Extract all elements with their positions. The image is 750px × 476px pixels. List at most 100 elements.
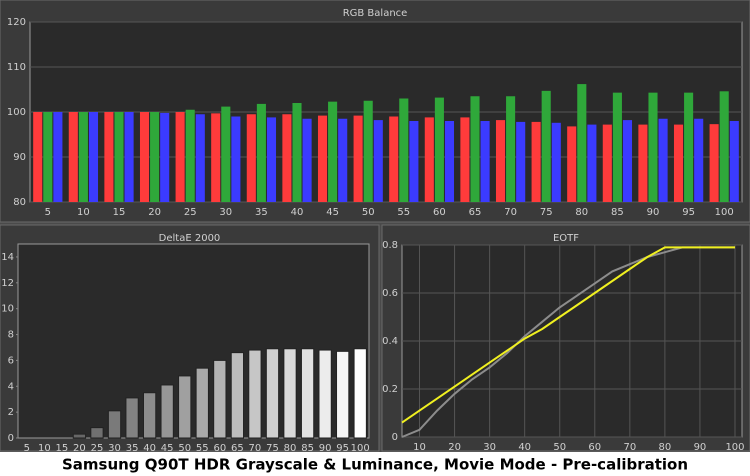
bar: [33, 112, 43, 202]
x-tick-label: 30: [483, 442, 496, 453]
y-tick-label: 12: [1, 278, 14, 289]
bar: [231, 116, 241, 202]
bar: [88, 112, 99, 202]
y-tick-label: 90: [13, 152, 26, 163]
bar: [318, 349, 332, 439]
bar: [53, 112, 63, 202]
x-tick-label: 50: [553, 442, 566, 453]
x-tick-label: 10: [38, 443, 51, 454]
bar: [409, 121, 419, 202]
bar: [541, 90, 551, 202]
x-tick-label: 5: [45, 207, 51, 218]
x-tick-label: 60: [213, 443, 226, 454]
x-tick-label: 5: [24, 443, 30, 454]
x-tick-label: 45: [161, 443, 174, 454]
chart-title: EOTF: [553, 233, 579, 244]
bar: [602, 124, 612, 202]
bar: [506, 96, 516, 202]
bar: [399, 98, 409, 202]
x-tick-label: 80: [659, 442, 672, 453]
x-tick-label: 85: [611, 207, 624, 218]
x-tick-label: 95: [336, 443, 349, 454]
bar: [230, 352, 245, 439]
bar: [729, 121, 739, 202]
bar: [709, 124, 719, 202]
plot-area: [17, 243, 370, 439]
bar: [248, 349, 262, 439]
x-tick-label: 90: [694, 442, 707, 453]
bar: [266, 117, 277, 202]
bar: [142, 392, 157, 439]
x-tick-label: 100: [351, 443, 370, 454]
bar: [480, 121, 490, 202]
x-tick-label: 55: [397, 207, 410, 218]
bar: [648, 92, 658, 202]
y-tick-label: 120: [7, 17, 26, 28]
bar: [460, 117, 470, 202]
bar: [495, 120, 506, 202]
x-tick-label: 15: [113, 207, 126, 218]
x-tick-label: 80: [575, 207, 588, 218]
bar: [531, 121, 541, 202]
x-tick-label: 65: [231, 443, 244, 454]
x-tick-label: 40: [518, 442, 531, 453]
y-tick-label: 8: [8, 330, 14, 341]
chart-title: DeltaE 2000: [159, 233, 221, 244]
x-tick-label: 65: [469, 207, 482, 218]
x-tick-label: 95: [682, 207, 695, 218]
bar: [302, 118, 312, 202]
y-tick-label: 80: [13, 197, 26, 208]
x-tick-label: 50: [362, 207, 375, 218]
x-tick-label: 85: [301, 443, 314, 454]
x-tick-label: 70: [623, 442, 636, 453]
y-tick-label: 10: [1, 304, 14, 315]
bar: [551, 122, 561, 202]
x-tick-label: 75: [540, 207, 553, 218]
bar: [389, 116, 399, 202]
bar: [424, 117, 434, 202]
y-tick-label: 4: [8, 381, 14, 392]
y-tick-label: 110: [7, 62, 26, 73]
bar: [283, 348, 297, 439]
bar: [43, 112, 53, 202]
bar: [373, 120, 383, 202]
bar: [328, 101, 338, 202]
bar: [300, 348, 315, 439]
bar: [353, 115, 363, 202]
bar: [694, 118, 704, 202]
bar: [125, 397, 139, 439]
chart-title: RGB Balance: [343, 8, 408, 19]
bar: [150, 112, 160, 202]
bar: [336, 350, 350, 439]
bar: [684, 92, 694, 202]
x-tick-label: 100: [715, 207, 734, 218]
y-tick-label: 0: [8, 433, 14, 444]
bar: [195, 114, 205, 202]
bar: [587, 124, 597, 202]
x-tick-label: 35: [126, 443, 139, 454]
x-tick-label: 20: [73, 443, 86, 454]
bar: [178, 375, 192, 439]
x-tick-label: 15: [56, 443, 69, 454]
bar: [124, 112, 134, 202]
bar: [104, 112, 114, 202]
y-tick-label: 6: [8, 355, 14, 366]
bar: [114, 112, 124, 202]
x-tick-label: 30: [219, 207, 232, 218]
bar: [213, 359, 227, 439]
y-tick-label: 0.2: [382, 384, 398, 395]
bar: [78, 112, 88, 202]
bar: [638, 124, 648, 202]
bar: [434, 97, 444, 202]
bar: [444, 121, 455, 202]
x-tick-label: 75: [266, 443, 279, 454]
x-tick-label: 20: [148, 207, 161, 218]
x-tick-label: 80: [284, 443, 297, 454]
y-tick-label: 2: [8, 407, 14, 418]
x-tick-label: 70: [249, 443, 262, 454]
bar: [211, 113, 221, 202]
y-tick-label: 0.6: [382, 288, 398, 299]
bar: [612, 92, 622, 202]
